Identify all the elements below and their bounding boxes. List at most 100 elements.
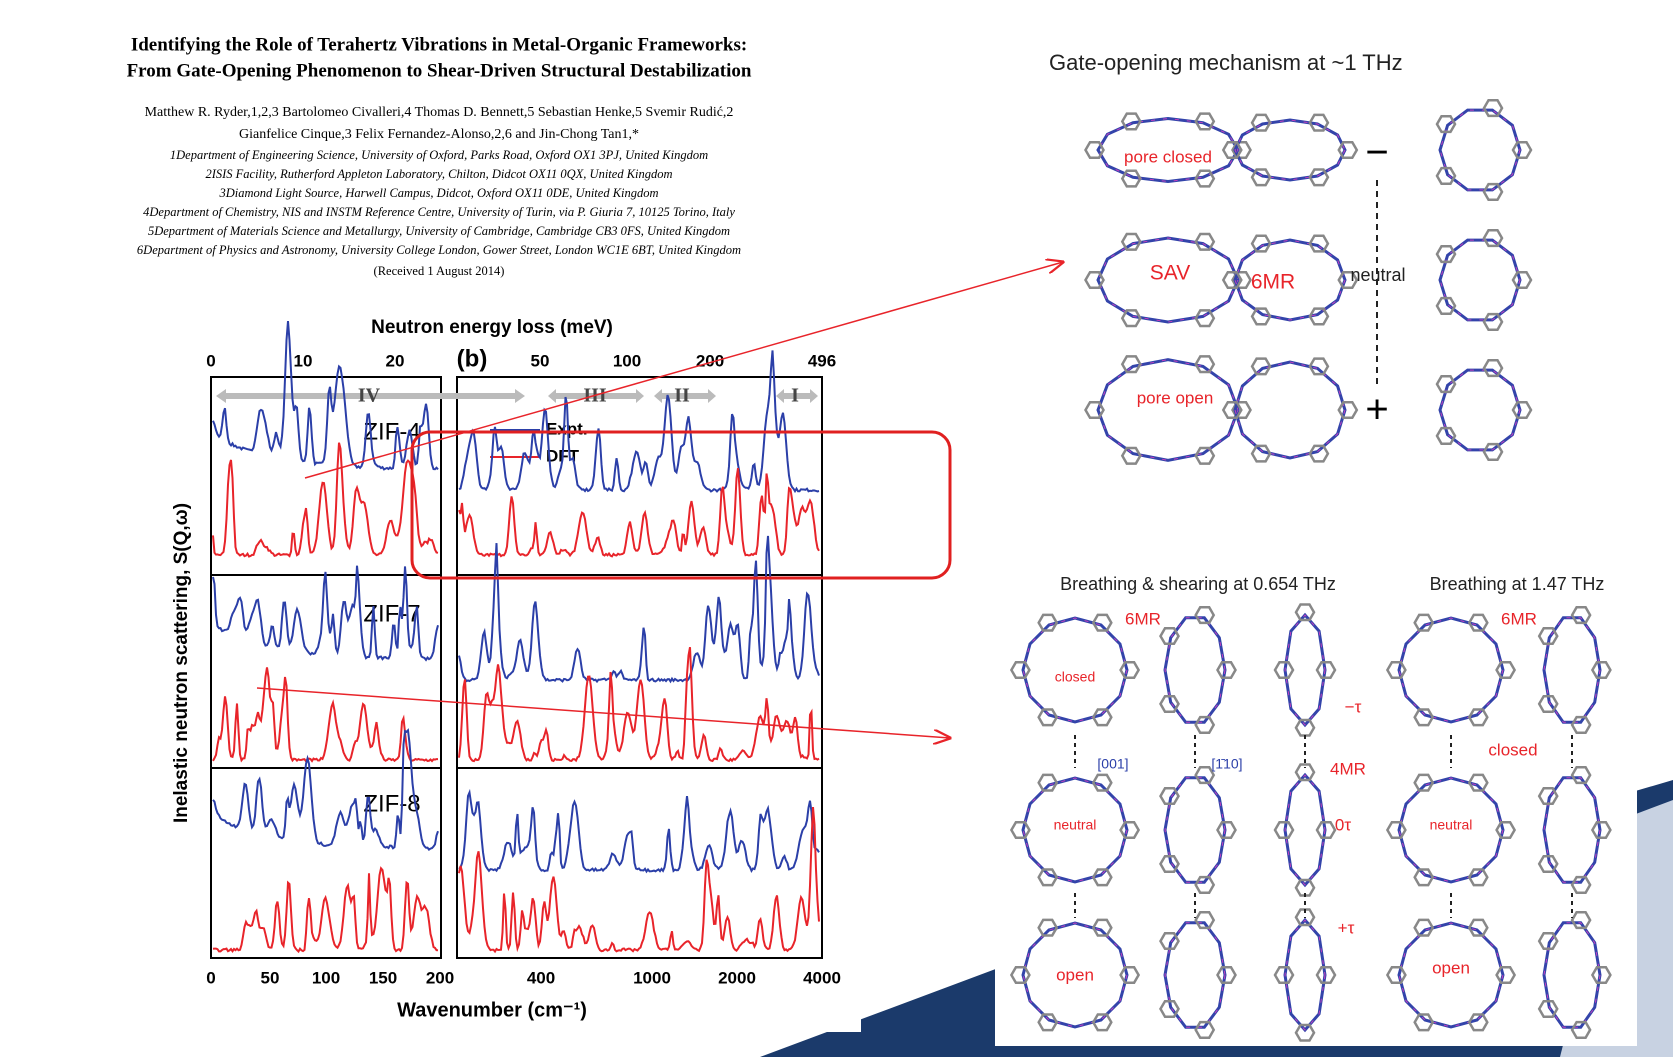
ring (1385, 660, 1407, 680)
ring (1337, 140, 1359, 160)
ring (1250, 444, 1272, 463)
framework (1096, 116, 1240, 184)
framework (1164, 922, 1226, 1028)
ring (1216, 820, 1237, 840)
ring (1294, 878, 1316, 897)
spectrum (458, 647, 820, 763)
ring (1537, 932, 1559, 951)
ring (1250, 168, 1272, 187)
ring (1482, 359, 1504, 378)
ring (1495, 965, 1517, 985)
ring (1159, 932, 1180, 951)
ring (1037, 1013, 1059, 1032)
ring (1570, 911, 1592, 930)
tick: 50 (531, 351, 550, 370)
ring (1120, 309, 1142, 328)
ring (1037, 708, 1059, 727)
label: +τ (1338, 918, 1355, 937)
ring (1216, 965, 1237, 985)
ring (1537, 999, 1559, 1018)
region-bars (216, 389, 818, 403)
framework (1164, 777, 1226, 883)
ring (1337, 270, 1359, 290)
ring (1037, 773, 1059, 792)
ring (1273, 660, 1295, 680)
panel-a (210, 376, 442, 959)
ring (1159, 854, 1180, 873)
ring (1413, 613, 1435, 632)
ring (1231, 270, 1252, 290)
framework (1021, 776, 1129, 884)
label: pore closed (1124, 147, 1212, 166)
diagram-title: Breathing at 1.47 THz (1430, 574, 1605, 594)
framework (1096, 358, 1240, 462)
framework (1397, 921, 1505, 1029)
spectrum (458, 350, 820, 494)
label: 6MR (1125, 609, 1161, 628)
ring (1231, 140, 1252, 160)
ring (1511, 140, 1533, 160)
authors: Matthew R. Ryder,1,2,3 Bartolomeo Civall… (145, 105, 734, 120)
ring (1273, 820, 1295, 840)
ring (1194, 875, 1216, 894)
label: SAV (1150, 262, 1190, 285)
sample-label: ZIF-8 (363, 790, 420, 817)
ring (1537, 694, 1559, 713)
ring (1511, 400, 1533, 420)
spectrum (212, 565, 439, 662)
ring (1435, 166, 1457, 185)
ring (1308, 113, 1330, 132)
framework (1284, 919, 1326, 1031)
ring (1511, 270, 1533, 290)
diagram-bg (995, 572, 1637, 1046)
ring (1091, 918, 1113, 937)
title: Identifying the Role of Terahertz Vibrat… (131, 34, 747, 55)
ring (1009, 965, 1031, 985)
pointer-arrow (256, 687, 950, 738)
ring (1009, 660, 1031, 680)
affiliation: 6Department of Physics and Astronomy, Un… (137, 243, 741, 257)
framework (1397, 616, 1505, 724)
ring (1537, 787, 1559, 806)
ring (1435, 375, 1457, 394)
ring (1385, 820, 1407, 840)
ring (1084, 400, 1105, 420)
ring (1570, 766, 1592, 785)
ring (1435, 296, 1457, 315)
framework (1543, 777, 1601, 883)
ring (1590, 660, 1612, 680)
ring (1194, 112, 1216, 131)
ring (1084, 270, 1105, 290)
ring (1194, 309, 1216, 328)
top-axis-label: Neutron energy loss (meV) (371, 317, 613, 338)
label: neutral (1054, 817, 1097, 833)
ring (1467, 773, 1489, 792)
ring (1120, 112, 1142, 131)
ring (1413, 773, 1435, 792)
ring (1194, 715, 1216, 734)
tick: 496 (808, 351, 836, 370)
framework (1543, 922, 1601, 1028)
ring (1037, 918, 1059, 937)
ring (1570, 715, 1592, 734)
ring (1537, 854, 1559, 873)
pointer-arrow (304, 262, 1063, 479)
ring (1009, 820, 1031, 840)
tick: 0 (206, 351, 215, 370)
ring (1250, 113, 1272, 132)
ring (1570, 606, 1592, 625)
tick: 1000 (633, 968, 671, 987)
affiliation: 4Department of Chemistry, NIS and INSTM … (143, 205, 735, 219)
ring (1194, 355, 1216, 374)
ring (1315, 820, 1337, 840)
label: 0τ (1335, 815, 1351, 834)
ring (1231, 400, 1252, 420)
framework (1284, 774, 1326, 886)
ring (1159, 787, 1180, 806)
ring (1294, 603, 1316, 622)
tick: 0 (206, 968, 215, 987)
spectrum (458, 788, 820, 874)
ring (1221, 400, 1243, 420)
received: (Received 1 August 2014) (374, 264, 505, 278)
framework (1234, 361, 1346, 459)
